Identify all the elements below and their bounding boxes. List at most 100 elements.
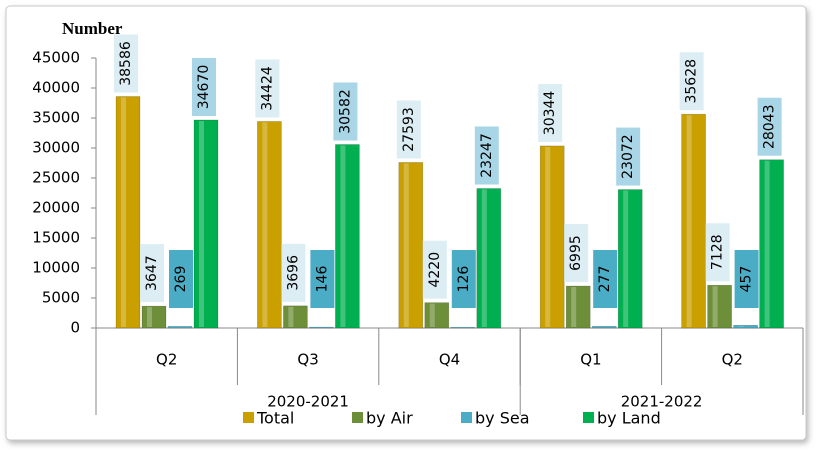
bar-highlight [571, 287, 577, 327]
y-tick-label: 25000 [32, 169, 80, 187]
x-tick-label: Q1 [580, 351, 601, 369]
value-label: 30582 [337, 89, 353, 134]
value-label: 38586 [118, 41, 134, 86]
value-label-box [169, 250, 193, 308]
bar [707, 284, 732, 329]
bar [681, 113, 706, 329]
bar [193, 119, 219, 329]
value-label-box [705, 223, 730, 282]
legend-swatch [583, 412, 594, 423]
legend-label: Total [256, 409, 294, 428]
bar [476, 188, 502, 329]
group-label: 2020-2021 [267, 393, 349, 411]
legend-swatch [352, 412, 363, 423]
x-tick-label: Q2 [156, 351, 177, 369]
value-label-box [281, 243, 306, 302]
value-label: 457 [739, 266, 755, 293]
value-label-box [564, 224, 589, 283]
value-label-box [757, 97, 782, 156]
y-tick-label: 40000 [32, 79, 80, 97]
value-label-box [310, 250, 335, 308]
value-label: 126 [456, 266, 472, 293]
value-label-box [593, 250, 618, 308]
value-label: 34670 [196, 65, 212, 110]
bar-highlight [403, 163, 409, 327]
legend-swatch [243, 412, 254, 423]
value-label: 30344 [542, 91, 558, 136]
y-tick-label: 5000 [42, 289, 80, 307]
value-label: 27593 [401, 107, 417, 152]
value-label: 34424 [259, 66, 275, 111]
y-axis-label: Number [62, 19, 123, 38]
value-label-box [333, 82, 358, 141]
value-label: 269 [173, 266, 189, 293]
bar [398, 162, 424, 329]
value-label-box [616, 127, 641, 186]
value-label: 4220 [427, 252, 443, 288]
y-tick-label: 30000 [32, 139, 80, 157]
bar-highlight [340, 145, 346, 327]
legend-label: by Land [597, 409, 661, 428]
bar-highlight [429, 303, 435, 327]
y-tick-label: 35000 [32, 109, 80, 127]
value-label-box [734, 250, 759, 308]
x-tick-label: Q3 [297, 351, 318, 369]
bar-highlight [712, 286, 718, 327]
value-label-box [451, 250, 476, 308]
legend-swatch [461, 412, 472, 423]
value-label: 3647 [144, 255, 160, 291]
bar [733, 324, 758, 329]
group-label: 2021-2022 [621, 393, 703, 411]
value-label-box [140, 244, 164, 303]
value-label-box [474, 126, 499, 185]
bar [450, 326, 476, 329]
bar [759, 159, 784, 329]
value-label: 35628 [684, 59, 700, 104]
y-tick-label: 10000 [32, 259, 80, 277]
bar [283, 305, 308, 329]
bar-highlight [738, 326, 744, 327]
y-tick-label: 45000 [32, 49, 80, 67]
value-label-box [538, 83, 563, 142]
value-label: 28043 [762, 104, 778, 149]
bar-highlight [147, 307, 152, 327]
value-label-box [396, 100, 421, 159]
value-label-box [255, 59, 280, 118]
value-label: 7128 [710, 234, 726, 270]
x-tick-label: Q4 [439, 351, 460, 369]
legend-label: by Sea [475, 409, 530, 428]
value-label-box [192, 57, 216, 116]
bar [335, 144, 360, 329]
bar [141, 305, 167, 329]
value-label-box [114, 34, 138, 93]
value-label: 23247 [479, 133, 495, 178]
bar [167, 326, 193, 329]
value-label: 6995 [568, 235, 584, 271]
y-tick-label: 0 [70, 319, 80, 337]
bar-highlight [623, 190, 629, 327]
bar-highlight [121, 97, 126, 327]
bar [115, 96, 141, 329]
bar [539, 145, 565, 329]
y-tick-label: 15000 [32, 229, 80, 247]
value-label: 146 [314, 266, 330, 293]
value-label-box [679, 52, 704, 111]
bar [617, 189, 643, 329]
bar-highlight [199, 120, 204, 327]
value-label: 3696 [285, 255, 301, 291]
bar [309, 326, 334, 329]
y-tick-label: 20000 [32, 199, 80, 217]
bar-highlight [262, 122, 268, 328]
bar [257, 121, 282, 329]
value-label-box [422, 240, 447, 299]
bar [591, 326, 617, 329]
value-label: 277 [597, 266, 613, 293]
bar [424, 302, 450, 329]
x-tick-label: Q2 [722, 351, 743, 369]
bar-highlight [686, 115, 692, 328]
bar [565, 285, 591, 329]
legend-label: by Air [366, 409, 413, 428]
bar-highlight [288, 306, 294, 327]
bar-highlight [481, 189, 487, 327]
